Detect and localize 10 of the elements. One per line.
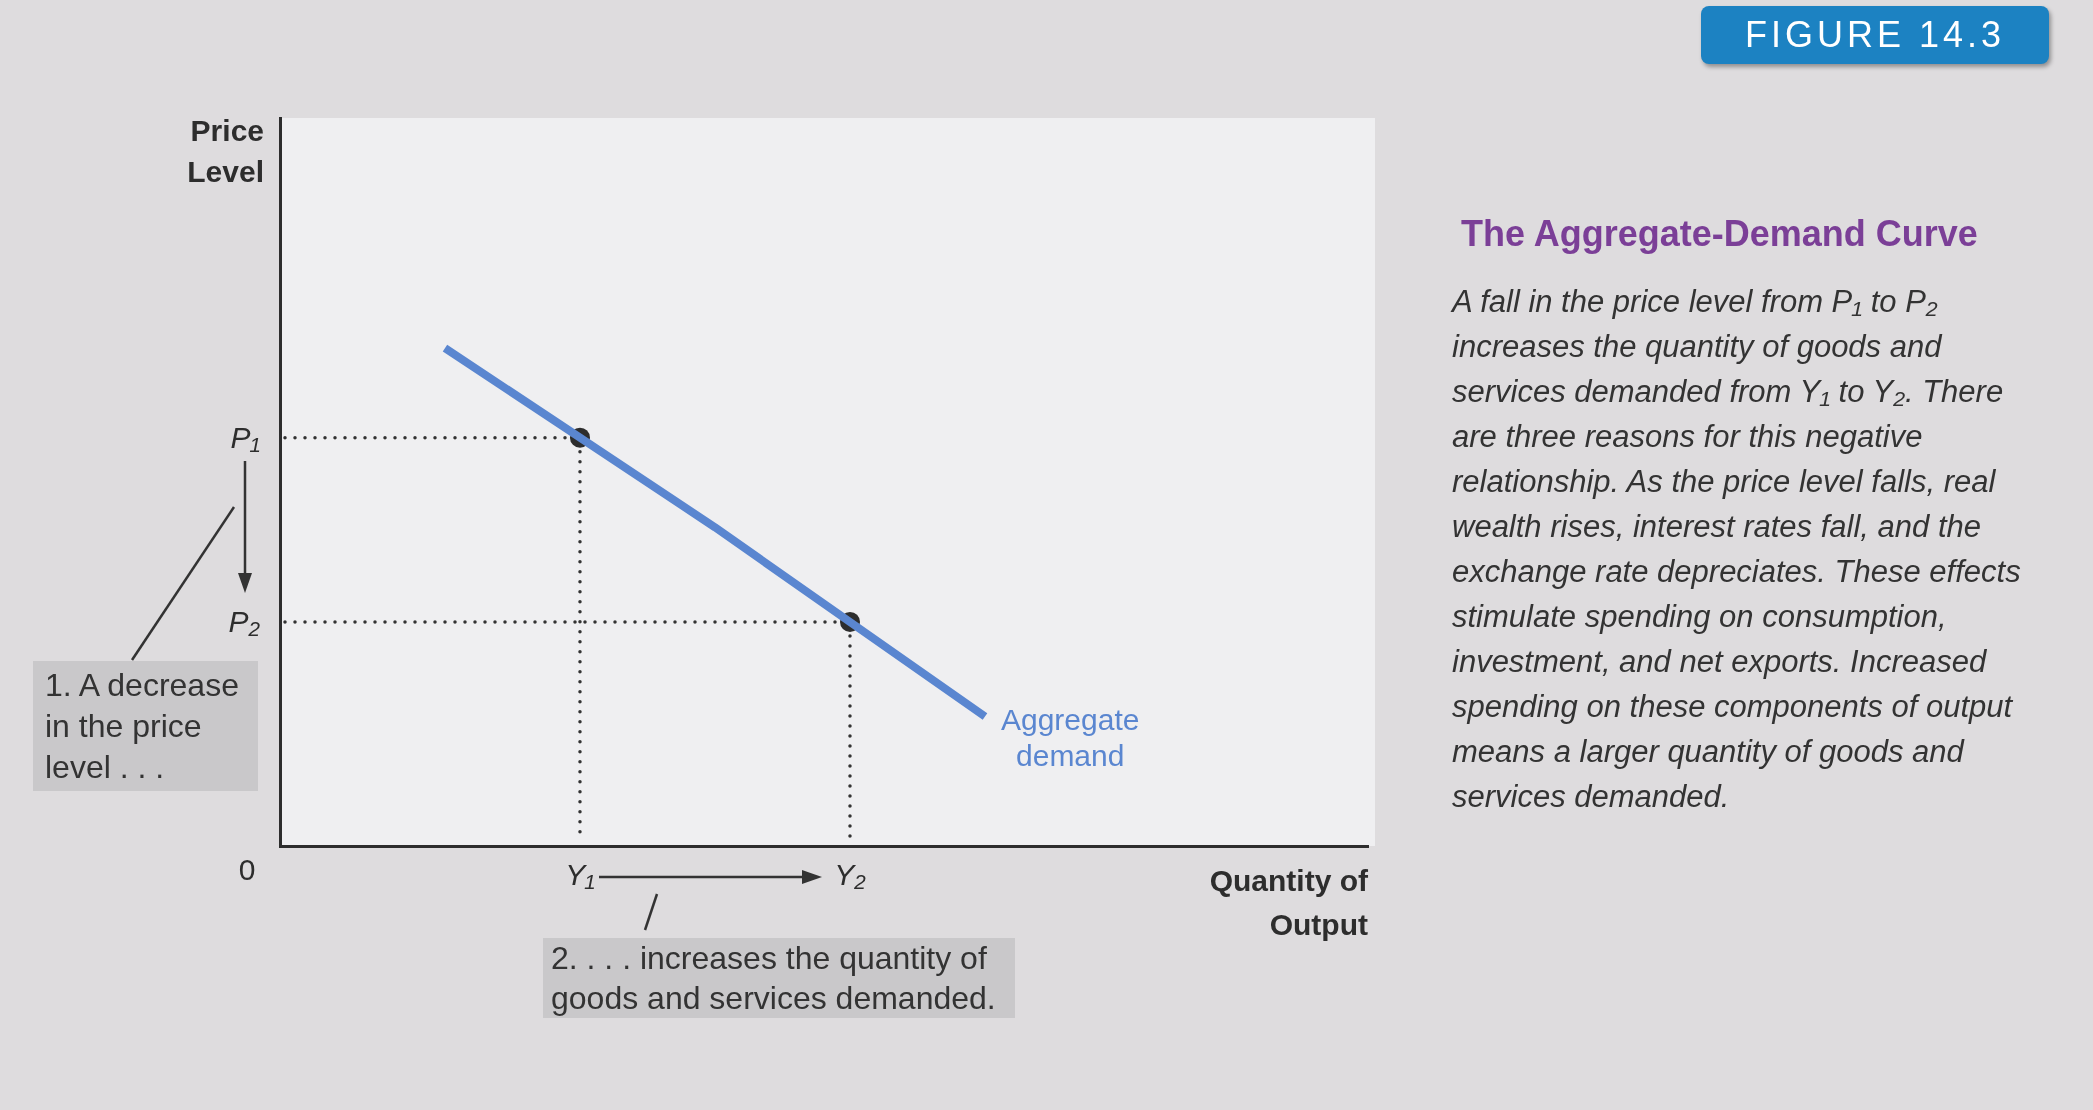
text: Price Level [186,113,264,190]
text: A fall in the price level from P₁ to P₂ increases the quantity of goods and services demanded from Y₁ to Y₂. There are three reasons for this negative relationship. As the price level falls, real wealth rises, interest rates fall, and the exchange rate depreciates. These effects stimulate spending on consumption, investment, and net exports. Increased spending on these components of output means a larger quantity of goods and services demanded. [1452,284,2021,814]
series-label: Aggregate demand [1000,702,1140,772]
ref-line-label: P₂ [228,605,261,639]
x-tick-label: Y₁ [565,858,595,892]
ref-line-label: P₁ [230,421,260,455]
text: 0 [237,852,257,888]
text: Quantity of Output [1208,863,1368,943]
text: The Aggregate-Demand Curve [1461,212,1978,256]
x-tick-label: Y₂ [834,858,867,892]
